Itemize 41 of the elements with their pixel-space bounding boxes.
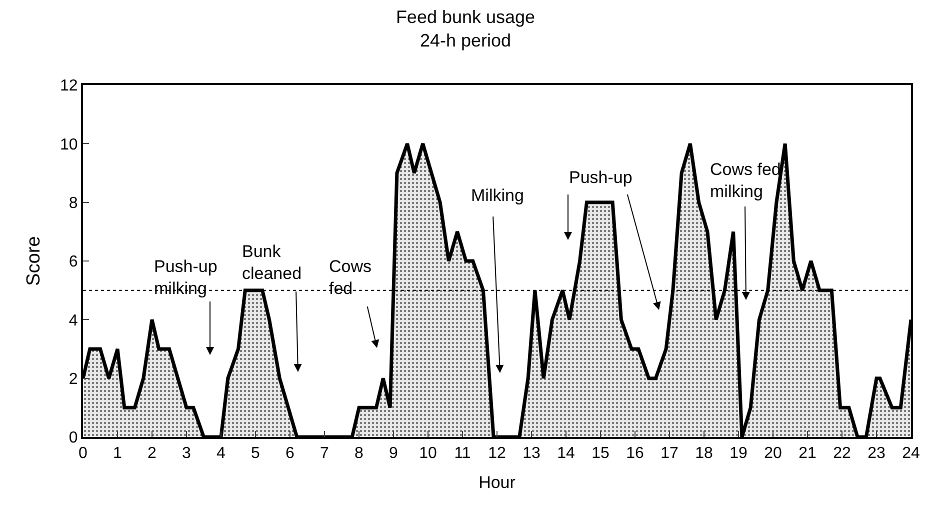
y-axis-title: Score [23,236,44,286]
x-tick-label: 20 [764,445,782,462]
x-tick-label: 18 [695,445,713,462]
x-tick-label: 8 [354,445,364,462]
x-tick-label: 10 [419,445,437,462]
chart-subtitle: 24-h period [420,30,512,50]
y-tick-label: 8 [68,194,78,212]
x-tick-label: 23 [868,445,886,462]
x-tick-label: 7 [320,445,330,462]
annotation: Cows fed milking [710,160,781,202]
y-tick-label: 12 [60,78,78,95]
annotation: Bunk cleaned [242,242,302,284]
x-tick-label: 11 [454,445,471,462]
x-tick-label: 21 [798,445,816,462]
x-tick-label: 6 [286,445,295,462]
x-tick-label: 14 [557,445,575,462]
x-tick-label: 15 [592,445,610,462]
y-tick-label: 10 [60,136,78,154]
x-tick-label: 2 [148,445,157,462]
y-tick-label: 2 [68,370,78,388]
annotation: Cows fed [329,257,372,298]
y-tick-label: 6 [68,254,78,271]
x-tick-label: 13 [522,445,540,462]
x-tick-label: 17 [660,445,678,462]
x-tick-label: 4 [216,445,226,462]
chart-title: Feed bunk usage [396,6,536,27]
x-tick-label: 12 [488,445,506,462]
x-tick-label: 1 [113,445,122,462]
x-tick-label: 3 [182,445,192,462]
annotation: Push-up [569,168,632,187]
annotation: Push-up milking [154,257,218,298]
x-tick-label: 22 [833,445,851,462]
y-tick-label: 0 [68,430,78,447]
x-axis-title: Hour [478,473,516,492]
x-tick-label: 9 [389,445,398,462]
y-tick-label: 4 [68,312,78,330]
x-tick-label: 16 [626,445,644,462]
x-tick-label: 5 [251,445,260,462]
x-tick-label: 24 [902,445,920,462]
annotation: Milking [471,186,524,205]
x-tick-label: 19 [730,445,748,462]
